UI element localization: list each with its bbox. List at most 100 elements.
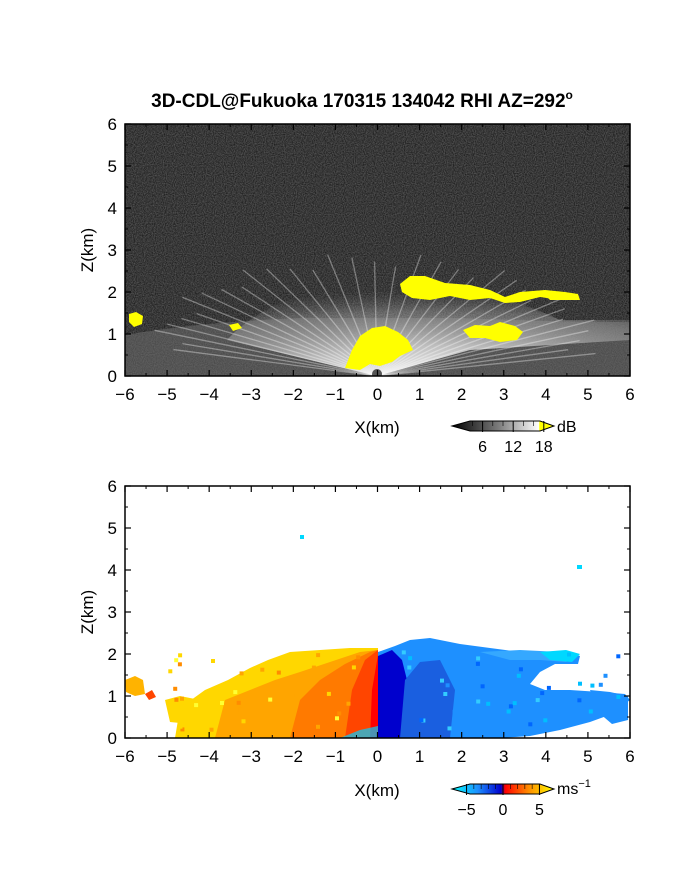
- velocity-colorbar-tick-label: −5: [457, 802, 475, 819]
- speckle-pixel: [180, 727, 185, 732]
- intensity-x-tick-label: 0: [373, 385, 382, 404]
- fan-ray: [154, 329, 378, 376]
- speckle-pixel: [526, 724, 531, 729]
- intensity-colorbar: dB 6 12 18: [450, 419, 577, 456]
- intensity-colorbar-tick-marks: [472, 421, 545, 432]
- speckle-pixel: [316, 653, 321, 658]
- speckle-pixel: [401, 650, 406, 655]
- speckle-pixel: [452, 709, 457, 714]
- speckle-pixel: [407, 665, 412, 670]
- speckle-pixel: [311, 665, 316, 670]
- speckle-pixel: [239, 671, 244, 676]
- speckle-pixel: [236, 700, 241, 705]
- speckle-pixel: [540, 691, 545, 696]
- speckle-pixel: [603, 673, 608, 678]
- speckle-pixel: [486, 701, 491, 706]
- intensity-x-tick-label: 4: [541, 385, 550, 404]
- intensity-x-tick-labels: −6 −5 −4 −3 −2 −1 0 1 2 3 4 5 6: [115, 385, 634, 404]
- velocity-y-tick-label: 0: [108, 729, 117, 748]
- velocity-x-tick-label: −2: [284, 747, 303, 766]
- velocity-x-tick-label: −4: [199, 747, 218, 766]
- speckle-pixel: [173, 686, 178, 691]
- speckle-pixel: [233, 690, 238, 695]
- velocity-colorbar-tick-marks: [466, 784, 540, 795]
- fan-ray: [376, 318, 564, 376]
- velocity-x-tick-label: 6: [625, 747, 634, 766]
- speckle-pixel: [260, 667, 265, 672]
- speckle-pixel: [177, 662, 182, 667]
- fan-ray: [376, 299, 532, 376]
- intensity-x-tick-label: 5: [583, 385, 592, 404]
- speckle-pixel: [180, 696, 184, 701]
- speckle-pixel: [590, 683, 595, 688]
- speckle-pixel: [616, 654, 621, 659]
- speckle-pixel: [220, 701, 224, 705]
- velocity-x-tick-label: −5: [157, 747, 176, 766]
- velocity-x-tick-label: −6: [115, 747, 134, 766]
- velocity-y-tick-label: 2: [108, 645, 117, 664]
- fan-ray: [376, 270, 505, 376]
- intensity-x-tick-label: −2: [284, 385, 303, 404]
- speckle-pixel: [209, 727, 214, 732]
- intensity-y-tick-label: 0: [108, 367, 117, 386]
- intensity-x-tick-label: −5: [157, 385, 176, 404]
- speckle-pixel: [447, 726, 452, 731]
- intensity-ticks: [124, 123, 631, 377]
- intensity-y-tick-label: 5: [108, 157, 117, 176]
- velocity-x-tick-label: 1: [415, 747, 424, 766]
- velocity-y-tick-label: 6: [108, 477, 117, 496]
- speckle-pixel: [351, 665, 356, 670]
- intensity-x-tick-label: −1: [326, 385, 345, 404]
- fan-ray: [173, 348, 378, 376]
- speckle-pixel: [178, 653, 183, 658]
- velocity-x-tick-label: 3: [499, 747, 508, 766]
- speckle-pixel: [506, 709, 511, 714]
- intensity-colorbar-tick-label: 18: [535, 439, 553, 456]
- fan-ray: [182, 342, 378, 376]
- speckle-pixel: [194, 703, 199, 708]
- intensity-x-tick-label: 6: [625, 385, 634, 404]
- velocity-colorbar-tick-label: 0: [499, 802, 508, 819]
- fan-ray: [167, 323, 378, 376]
- velocity-colorbar-tick-label: 5: [535, 802, 544, 819]
- velocity-x-tick-label: 2: [457, 747, 466, 766]
- speckle-pixel: [440, 678, 444, 683]
- speckle-pixel: [508, 704, 513, 709]
- speckle-pixel: [316, 724, 320, 729]
- speckle-pixel: [238, 707, 243, 712]
- speckle-pixel: [567, 652, 571, 657]
- velocity-x-tick-labels: −6 −5 −4 −3 −2 −1 0 1 2 3 4 5 6: [115, 747, 634, 766]
- speckle-pixel: [174, 658, 179, 663]
- fan-ray: [376, 308, 566, 376]
- speckle-pixel: [543, 718, 548, 723]
- intensity-y-tick-labels: 0 1 2 3 4 5 6: [108, 115, 117, 386]
- intensity-y-tick-label: 2: [108, 283, 117, 302]
- speckle-pixel: [168, 669, 173, 674]
- intensity-y-tick-label: 4: [108, 199, 117, 218]
- fan-ray: [182, 296, 378, 376]
- velocity-colorbar: ms−1 −5 0 5: [450, 778, 591, 819]
- speckle-pixel: [546, 685, 551, 690]
- velocity-x-tick-label: 4: [541, 747, 550, 766]
- strong-return-regions: [129, 276, 580, 370]
- intensity-x-tick-label: −4: [199, 385, 218, 404]
- velocity-image: [125, 486, 630, 738]
- speckle-pixel: [528, 722, 533, 727]
- speckle-pixel: [512, 701, 517, 706]
- speckle-pixel: [516, 673, 521, 678]
- fan-ray: [376, 339, 580, 376]
- speckle-pixel: [577, 698, 582, 703]
- speckle-pixel: [408, 656, 413, 661]
- speckle-pixel: [335, 716, 339, 721]
- speckle-pixel: [211, 659, 215, 663]
- velocity-y-tick-labels: 0 1 2 3 4 5 6: [108, 477, 117, 748]
- velocity-x-tick-label: 5: [583, 747, 592, 766]
- velocity-y-tick-label: 5: [108, 519, 117, 538]
- speckle-pixel: [535, 698, 540, 703]
- velocity-x-axis-label: X(km): [354, 781, 399, 800]
- figure-title: 3D-CDL@Fukuoka 170315 134042 RHI AZ=292o: [151, 88, 573, 112]
- velocity-x-tick-label: 0: [373, 747, 382, 766]
- intensity-x-tick-label: 1: [415, 385, 424, 404]
- intensity-image: [125, 124, 630, 376]
